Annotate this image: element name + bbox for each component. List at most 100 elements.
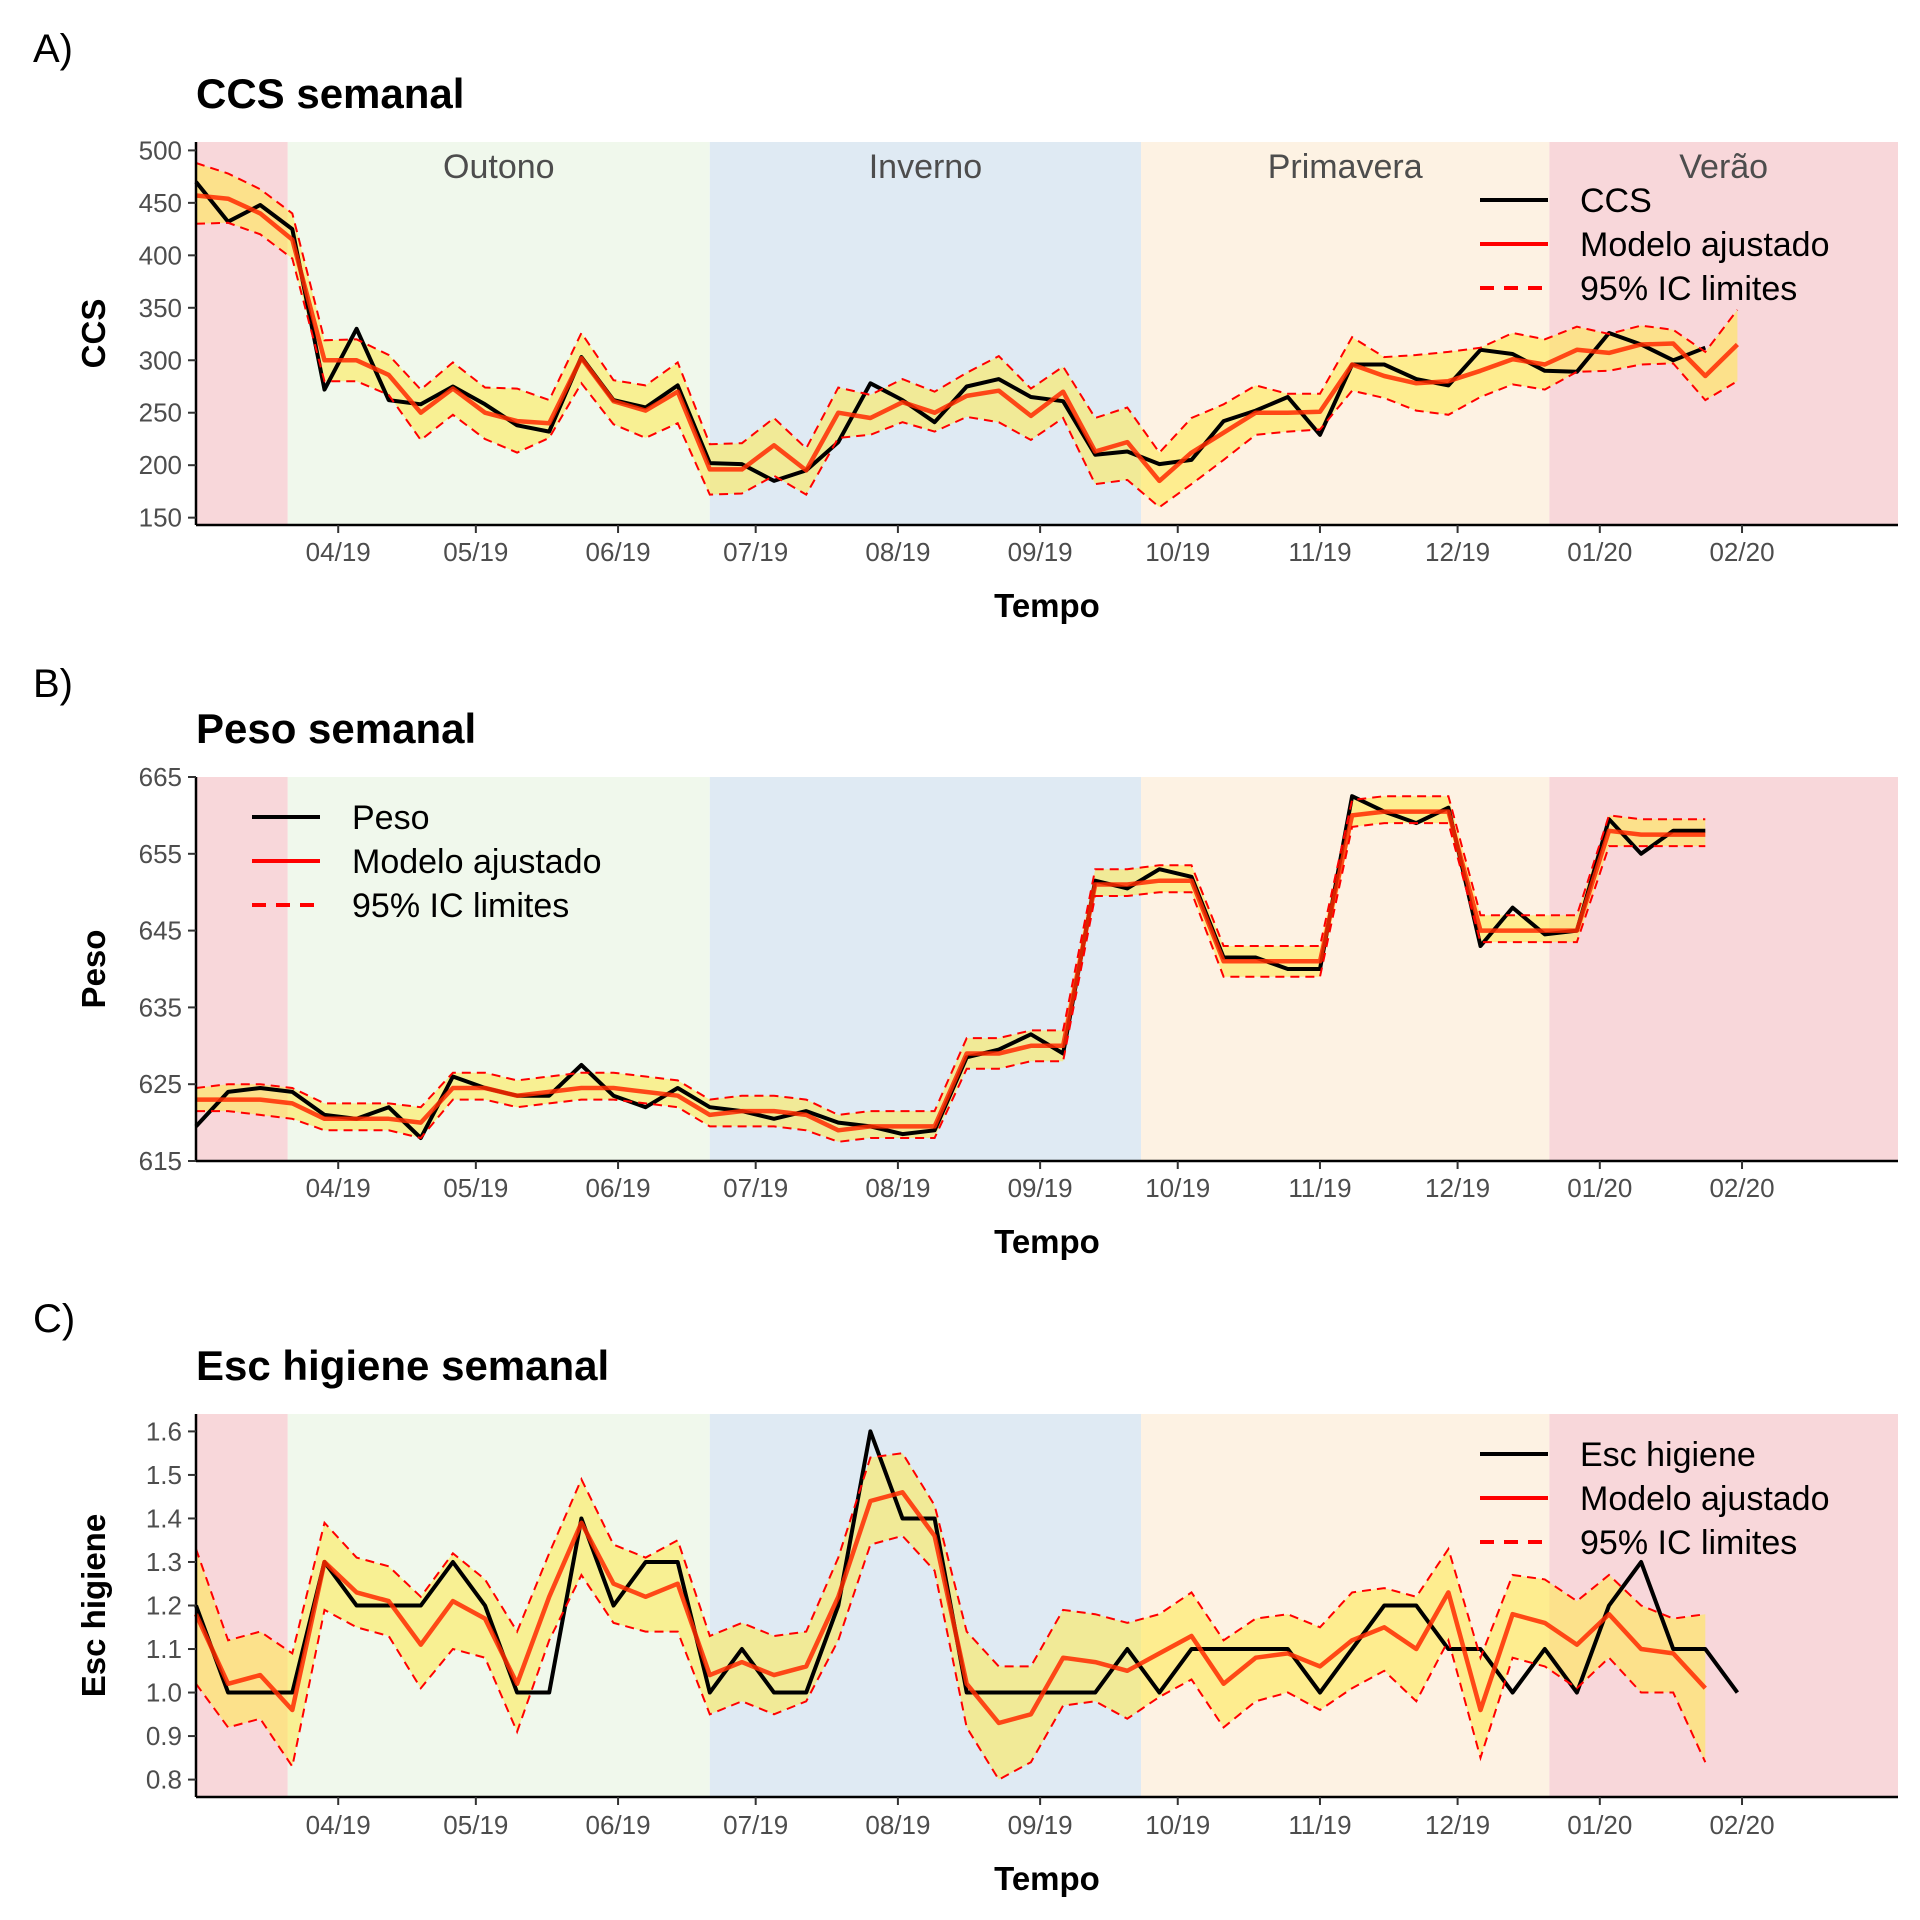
x-tick-label: 11/19 — [1288, 1810, 1351, 1840]
y-tick-label: 1.5 — [146, 1460, 182, 1490]
y-tick-label: 400 — [139, 240, 182, 270]
y-tick-label: 1.1 — [146, 1634, 182, 1664]
x-tick-label: 06/19 — [586, 537, 651, 567]
x-tick-label: 11/19 — [1288, 1173, 1351, 1203]
x-tick-label: 04/19 — [306, 1173, 371, 1203]
y-tick-label: 500 — [139, 135, 182, 165]
x-tick-label: 08/19 — [865, 537, 930, 567]
x-axis-title: Tempo — [994, 1223, 1100, 1260]
season-band — [287, 142, 710, 525]
series-ci-lower-line — [195, 221, 1738, 509]
chart-title: CCS semanal — [196, 70, 464, 117]
x-tick-label: 12/19 — [1425, 537, 1490, 567]
legend-label: Modelo ajustado — [352, 843, 602, 881]
x-tick-label: 09/19 — [1008, 537, 1073, 567]
panel-3: C) Esc higiene semanal 0.8 0.9 1.0 1.1 1.2 1.3 1… — [33, 1297, 1898, 1897]
series-observed-line — [194, 1429, 1740, 1695]
y-tick-label: 1.0 — [146, 1678, 182, 1708]
x-tick-label: 05/19 — [443, 537, 508, 567]
x-tick-label: 08/19 — [865, 1810, 930, 1840]
x-tick-label: 10/19 — [1145, 1810, 1210, 1840]
season-label: Outono — [443, 148, 555, 186]
chart-title: Peso semanal — [196, 705, 476, 752]
x-tick-label: 04/19 — [306, 537, 371, 567]
x-tick-label: 09/19 — [1008, 1810, 1073, 1840]
y-tick-label: 0.9 — [146, 1721, 182, 1751]
panel-letter: C) — [33, 1297, 75, 1341]
panel-2: B) Peso semanal 615 625 635 645 655 665 04/19 05/… — [33, 662, 1898, 1260]
season-label: Inverno — [869, 148, 982, 186]
series-ci-lower-line — [195, 1534, 1707, 1781]
series-ci-upper-line — [195, 795, 1706, 1116]
y-tick-label: 150 — [139, 503, 182, 533]
panel-letter: B) — [33, 662, 73, 706]
ci-ribbon — [196, 796, 1706, 1142]
y-tick-label: 635 — [139, 992, 182, 1022]
legend: CCS Modelo ajustado 95% IC limites — [1480, 182, 1830, 308]
x-tick-label: 12/19 — [1425, 1810, 1490, 1840]
season-label: Verão — [1679, 148, 1768, 186]
series-fitted-line — [195, 193, 1739, 484]
y-tick-label: 200 — [139, 450, 182, 480]
x-tick-label: 11/19 — [1288, 537, 1351, 567]
legend-label: 95% IC limites — [352, 887, 569, 925]
x-tick-label: 04/19 — [306, 1810, 371, 1840]
y-tick-label: 645 — [139, 916, 182, 946]
y-tick-label: 0.8 — [146, 1765, 182, 1795]
legend-label: Peso — [352, 799, 430, 837]
y-axis-title: Esc higiene — [75, 1514, 112, 1697]
season-band — [1549, 777, 1898, 1161]
x-tick-label: 06/19 — [586, 1810, 651, 1840]
x-tick-label: 10/19 — [1145, 1173, 1210, 1203]
y-tick-label: 1.2 — [146, 1591, 182, 1621]
x-tick-label: 01/20 — [1567, 1810, 1632, 1840]
y-axis-title: CCS — [75, 299, 112, 369]
x-tick-label: 05/19 — [443, 1173, 508, 1203]
season-band — [709, 1414, 1142, 1797]
panel-1: A) CCS semanal Outono Inverno Primavera Verão… — [33, 27, 1898, 624]
legend: Esc higiene Modelo ajustado 95% IC limites — [1480, 1436, 1830, 1562]
x-tick-label: 02/20 — [1709, 1810, 1774, 1840]
panel-letter: A) — [33, 27, 73, 71]
legend: Peso Modelo ajustado 95% IC limites — [252, 799, 602, 925]
y-tick-label: 665 — [139, 762, 182, 792]
series-ci-upper-line — [195, 162, 1739, 455]
y-tick-label: 615 — [139, 1146, 182, 1176]
x-tick-label: 10/19 — [1145, 537, 1210, 567]
x-axis-title: Tempo — [994, 587, 1100, 624]
y-tick-label: 300 — [139, 345, 182, 375]
y-tick-label: 1.4 — [146, 1503, 182, 1533]
x-tick-label: 12/19 — [1425, 1173, 1490, 1203]
y-tick-label: 655 — [139, 839, 182, 869]
x-tick-label: 01/20 — [1567, 537, 1632, 567]
y-tick-label: 625 — [139, 1069, 182, 1099]
x-axis-title: Tempo — [994, 1860, 1100, 1897]
x-tick-label: 09/19 — [1008, 1173, 1073, 1203]
legend-label: CCS — [1580, 182, 1652, 220]
x-tick-label: 06/19 — [586, 1173, 651, 1203]
legend-label: Modelo ajustado — [1580, 226, 1830, 264]
x-tick-label: 02/20 — [1709, 1173, 1774, 1203]
chart-title: Esc higiene semanal — [196, 1342, 609, 1389]
legend-label: 95% IC limites — [1580, 1524, 1797, 1562]
series-fitted-line — [193, 1490, 1707, 1726]
y-tick-label: 1.3 — [146, 1547, 182, 1577]
y-tick-label: 450 — [139, 188, 182, 218]
series-fitted-line — [196, 809, 1706, 1133]
x-tick-label: 07/19 — [723, 1173, 788, 1203]
x-tick-label: 05/19 — [443, 1810, 508, 1840]
x-tick-label: 08/19 — [865, 1173, 930, 1203]
y-axis-title: Peso — [75, 930, 112, 1009]
y-tick-label: 350 — [139, 293, 182, 323]
y-tick-label: 1.6 — [146, 1416, 182, 1446]
x-tick-label: 02/20 — [1709, 537, 1774, 567]
x-tick-label: 07/19 — [723, 1810, 788, 1840]
series-ci-upper-line — [195, 1452, 1706, 1668]
y-tick-label: 250 — [139, 398, 182, 428]
legend-label: Esc higiene — [1580, 1436, 1756, 1474]
x-tick-label: 07/19 — [723, 537, 788, 567]
legend-label: 95% IC limites — [1580, 270, 1797, 308]
legend-label: Modelo ajustado — [1580, 1480, 1830, 1518]
season-label: Primavera — [1268, 148, 1423, 186]
